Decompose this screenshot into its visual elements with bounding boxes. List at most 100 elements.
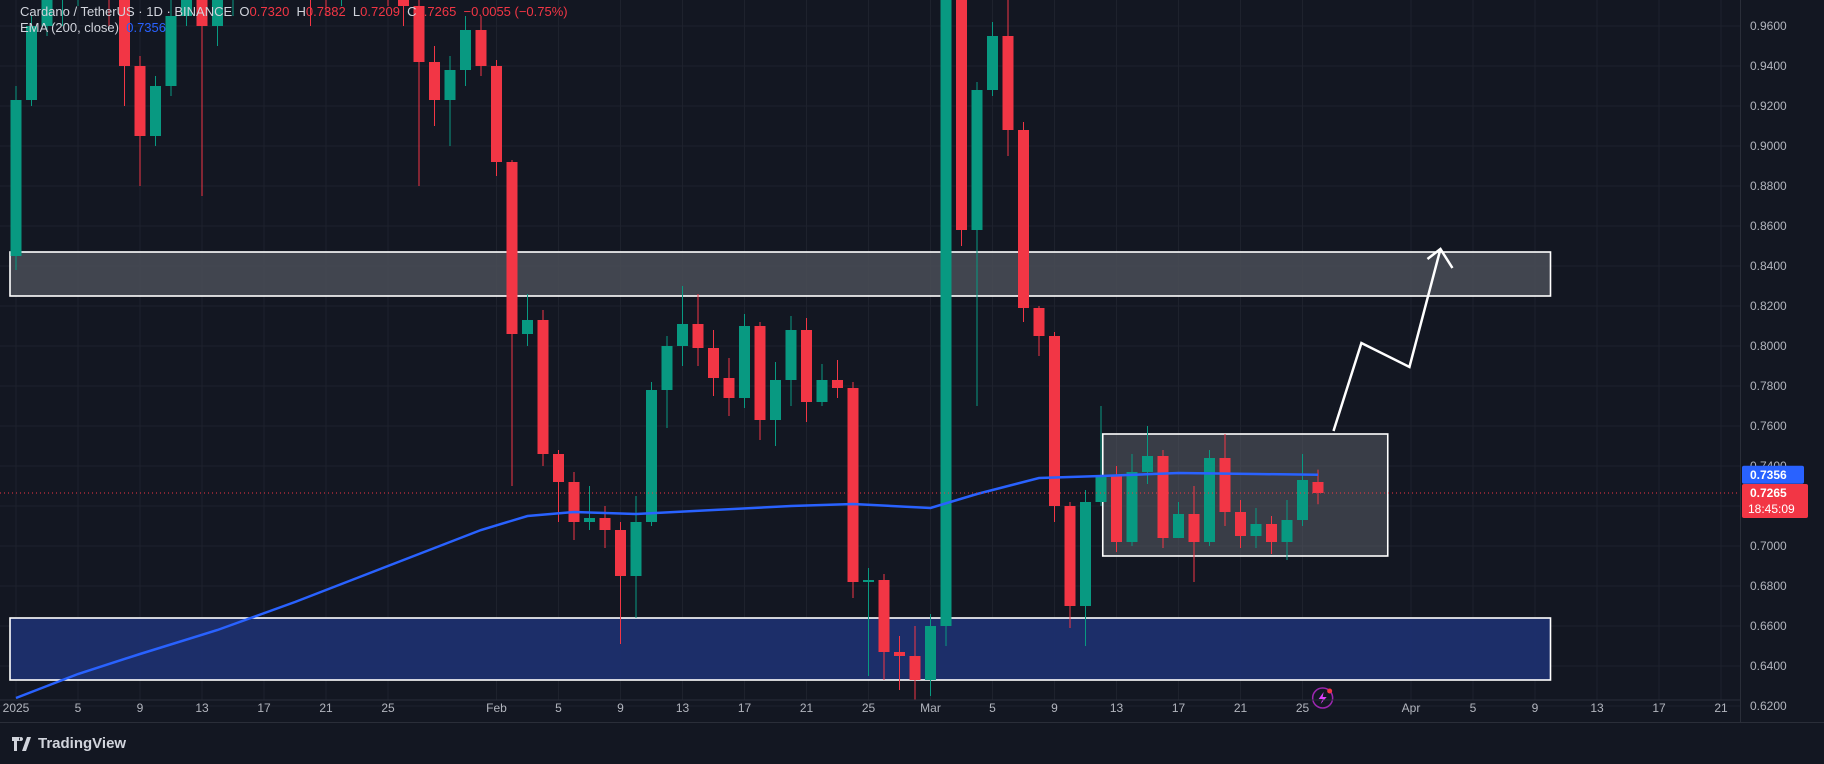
candle[interactable]	[801, 330, 812, 402]
candle[interactable]	[816, 380, 828, 402]
ema-price-badge-label: 0.7356	[1750, 468, 1787, 482]
candle[interactable]	[413, 6, 425, 62]
candle[interactable]	[646, 390, 657, 522]
price-chart[interactable]: 0.9600 0.9400 0.9200 0.9000 0.8800 0.8600 0.84…	[0, 0, 1824, 722]
candle[interactable]	[398, 0, 409, 6]
candle[interactable]	[568, 482, 580, 522]
candle[interactable]	[832, 380, 843, 388]
time-tick-label: 21	[319, 701, 333, 715]
candle[interactable]	[1064, 506, 1076, 606]
candle[interactable]	[925, 626, 936, 680]
candle[interactable]	[615, 530, 626, 576]
symbol-line: Cardano / TetherUS · 1D · BINANCE O0.732…	[20, 4, 568, 20]
candle[interactable]	[894, 652, 905, 656]
candle[interactable]	[553, 454, 564, 482]
candle[interactable]	[1002, 36, 1014, 130]
symbol-title[interactable]: Cardano / TetherUS · 1D · BINANCE	[20, 4, 233, 19]
candle[interactable]	[41, 0, 53, 26]
candle[interactable]	[506, 162, 518, 334]
candle[interactable]	[1111, 476, 1122, 542]
zone-range[interactable]	[1101, 433, 1389, 557]
candle[interactable]	[1266, 524, 1277, 542]
candle[interactable]	[785, 330, 797, 380]
price-tick-label: 0.8400	[1750, 259, 1787, 273]
price-tick-label: 0.6600	[1750, 619, 1787, 633]
candle[interactable]	[537, 320, 549, 454]
candle[interactable]	[429, 62, 440, 100]
candle[interactable]	[863, 580, 874, 582]
candle[interactable]	[10, 100, 22, 256]
candle[interactable]	[1095, 476, 1107, 502]
candle[interactable]	[1219, 458, 1231, 512]
ema-line[interactable]	[15, 471, 1319, 700]
candle[interactable]	[1297, 480, 1308, 520]
low-label: L	[352, 4, 361, 19]
candle[interactable]	[1157, 456, 1169, 538]
price-tick-label: 0.7000	[1750, 539, 1787, 553]
candle[interactable]	[1281, 520, 1293, 542]
ema-value: 0.7356	[126, 20, 166, 35]
candle[interactable]	[1049, 336, 1060, 506]
time-tick-label: 21	[1714, 701, 1728, 715]
low-value: 0.7209	[360, 4, 400, 19]
candle[interactable]	[181, 0, 192, 16]
candle[interactable]	[1235, 512, 1246, 536]
time-tick-label: 13	[1590, 701, 1604, 715]
candle[interactable]	[630, 522, 642, 576]
candle[interactable]	[770, 380, 781, 420]
candle[interactable]	[739, 326, 750, 398]
candle[interactable]	[1188, 514, 1200, 542]
zone-resistance[interactable]	[9, 251, 1552, 297]
candle[interactable]	[584, 518, 595, 522]
price-tick-label: 0.9400	[1750, 59, 1787, 73]
ema-legend[interactable]: EMA (200, close) 0.7356	[20, 20, 568, 36]
candle[interactable]	[723, 378, 735, 398]
time-tick-label: 25	[1296, 701, 1310, 715]
candle[interactable]	[1033, 308, 1045, 336]
zone-support[interactable]	[9, 617, 1552, 681]
candle[interactable]	[1204, 458, 1215, 542]
candle[interactable]	[460, 30, 471, 70]
candle[interactable]	[661, 346, 673, 390]
candles-group	[10, 0, 1324, 700]
candle[interactable]	[956, 0, 967, 230]
candle[interactable]	[165, 16, 177, 86]
candle[interactable]	[26, 26, 37, 100]
time-tick-label: 5	[555, 701, 562, 715]
last-price-badge	[1742, 484, 1808, 518]
candle[interactable]	[847, 388, 859, 582]
candle[interactable]	[878, 580, 890, 652]
candle[interactable]	[134, 66, 146, 136]
candle[interactable]	[1126, 472, 1138, 542]
candle[interactable]	[1250, 524, 1262, 536]
time-tick-label: 9	[1532, 701, 1539, 715]
candle[interactable]	[909, 656, 921, 680]
projection-path[interactable]	[1332, 248, 1442, 432]
high-value: 0.7382	[305, 4, 346, 19]
candle[interactable]	[987, 36, 998, 90]
candle[interactable]	[491, 66, 502, 162]
price-axis[interactable]	[1740, 0, 1824, 722]
candle[interactable]	[119, 0, 130, 66]
candle[interactable]	[708, 348, 719, 378]
candle[interactable]	[692, 324, 704, 348]
candle[interactable]	[1312, 482, 1324, 493]
candle[interactable]	[940, 0, 952, 626]
candle[interactable]	[1080, 502, 1091, 606]
candle[interactable]	[1142, 456, 1153, 472]
time-tick-label: 2025	[3, 701, 30, 715]
candle[interactable]	[150, 86, 161, 136]
candle[interactable]	[677, 324, 688, 346]
candle[interactable]	[971, 90, 983, 230]
candle[interactable]	[522, 320, 533, 334]
candle[interactable]	[196, 0, 208, 26]
candle[interactable]	[599, 518, 611, 530]
candle[interactable]	[1173, 514, 1184, 538]
price-tick-label: 0.9200	[1750, 99, 1787, 113]
candle[interactable]	[475, 30, 487, 66]
candle[interactable]	[1018, 130, 1029, 308]
candle[interactable]	[212, 0, 223, 26]
tradingview-logo[interactable]: TradingView	[12, 735, 126, 752]
candle[interactable]	[754, 326, 766, 420]
candle[interactable]	[444, 70, 456, 100]
